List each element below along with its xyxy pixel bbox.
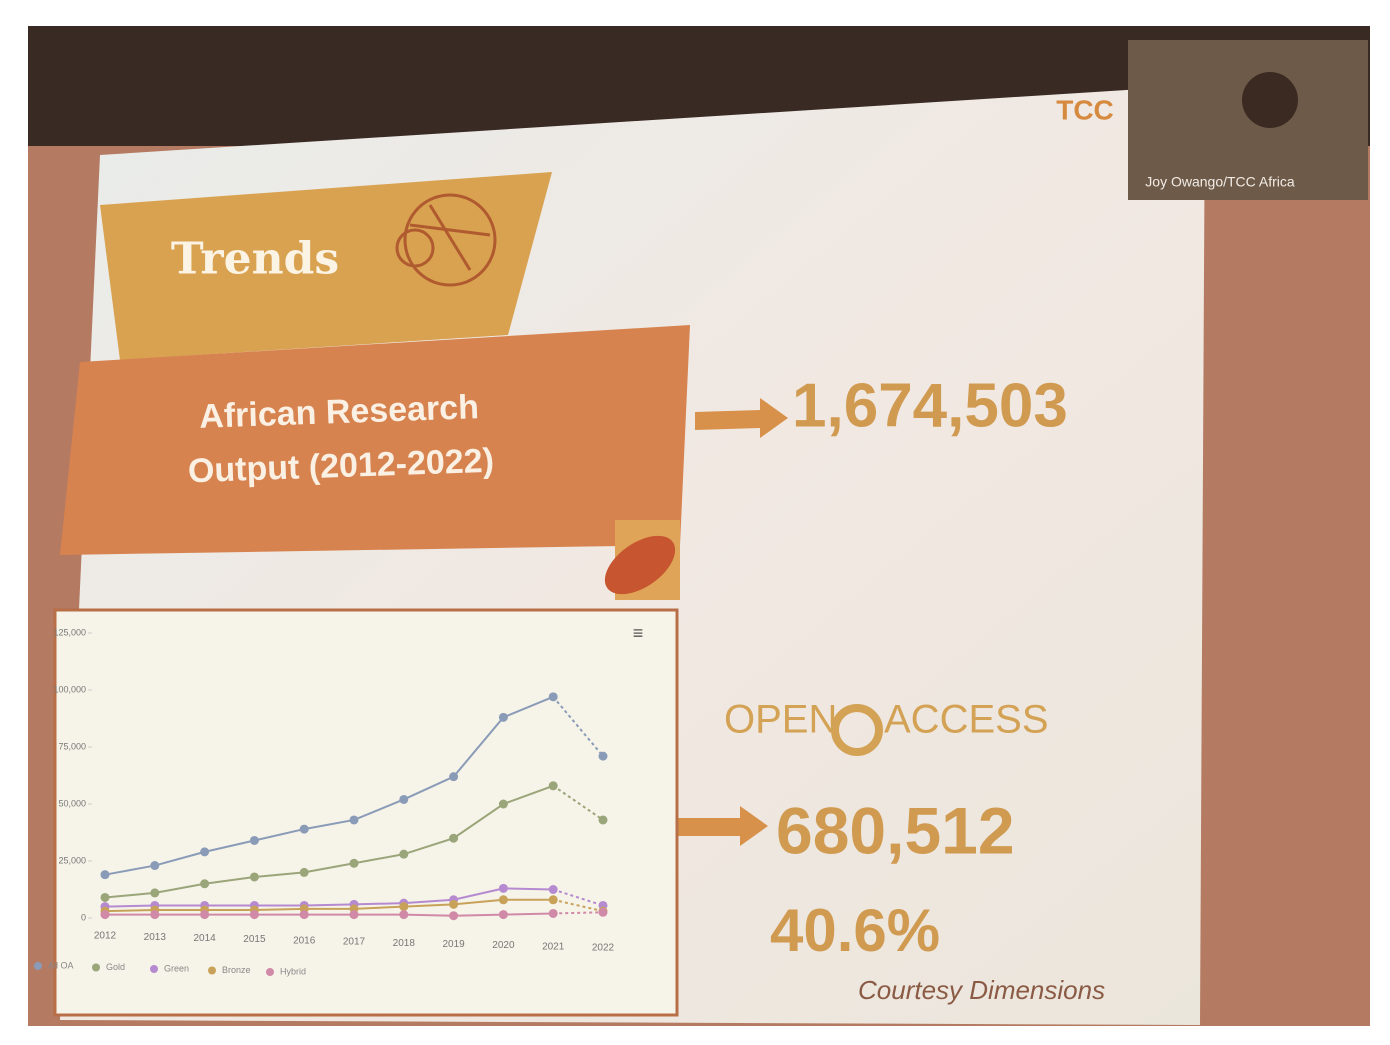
oa-total: 680,512 <box>776 793 1015 867</box>
y-tick-label: 100,000 <box>53 684 86 694</box>
photo: Trends African Research Output (2012-202… <box>0 0 1390 1045</box>
x-tick-label: 2014 <box>193 933 216 944</box>
x-tick-label: 2017 <box>343 937 366 948</box>
x-tick-label: 2018 <box>393 938 416 949</box>
x-tick-label: 2012 <box>94 931 117 942</box>
legend-label: Gold <box>106 962 125 972</box>
series-line <box>553 912 603 913</box>
heading: Trends <box>171 234 339 285</box>
point <box>300 868 309 877</box>
point <box>200 847 209 856</box>
point <box>101 910 110 919</box>
legend-label: Green <box>164 963 189 973</box>
x-tick-label: 2020 <box>492 940 515 951</box>
y-tick-label: 0 <box>81 912 86 922</box>
point <box>599 752 608 761</box>
box-title: African Research Output (2012-2022) <box>160 385 520 495</box>
point <box>549 781 558 790</box>
menu-icon: ≡ <box>633 623 644 643</box>
point <box>250 872 259 881</box>
oa-share: 40.6% <box>770 897 940 964</box>
y-tick-label: 75,000 <box>58 741 86 751</box>
point <box>200 910 209 919</box>
oa-logo-left: OPEN <box>724 698 837 742</box>
x-tick-label: 2022 <box>592 943 615 954</box>
point <box>449 834 458 843</box>
point <box>399 902 408 911</box>
total: 1,674,503 <box>792 371 1068 440</box>
chart-panel <box>55 610 677 1015</box>
point <box>150 861 159 870</box>
speaker-name: Joy Owango/TCC Africa <box>1145 174 1295 190</box>
logo: TCC <box>1056 94 1114 125</box>
point <box>499 884 508 893</box>
point <box>399 850 408 859</box>
point <box>250 910 259 919</box>
point <box>150 888 159 897</box>
point <box>350 859 359 868</box>
title-box-text-holder: African Research Output (2012-2022) <box>160 385 520 495</box>
point <box>300 825 309 834</box>
speaker-figure <box>1242 72 1298 128</box>
point <box>101 893 110 902</box>
point <box>499 713 508 722</box>
point <box>250 836 259 845</box>
legend-label: Bronze <box>222 965 251 975</box>
point <box>499 895 508 904</box>
point <box>150 910 159 919</box>
credit: Courtesy Dimensions <box>858 975 1105 1005</box>
legend-swatch <box>266 968 274 976</box>
point <box>449 900 458 909</box>
point <box>599 908 608 917</box>
point <box>200 879 209 888</box>
point <box>549 885 558 894</box>
x-tick-label: 2019 <box>442 939 465 950</box>
point <box>549 692 558 701</box>
x-tick-label: 2013 <box>144 932 167 943</box>
y-tick-label: 125,000 <box>53 627 86 637</box>
point <box>499 800 508 809</box>
x-tick-label: 2021 <box>542 941 565 952</box>
point <box>449 911 458 920</box>
point <box>300 910 309 919</box>
legend-swatch <box>92 964 100 972</box>
point <box>350 815 359 824</box>
point <box>449 772 458 781</box>
point <box>599 815 608 824</box>
x-tick-label: 2016 <box>293 935 316 946</box>
point <box>549 909 558 918</box>
y-tick-label: 50,000 <box>58 798 86 808</box>
point <box>101 870 110 879</box>
legend-label: Hybrid <box>280 966 306 976</box>
legend-swatch <box>208 967 216 975</box>
legend-label: All OA <box>48 960 74 970</box>
point <box>549 895 558 904</box>
point <box>499 910 508 919</box>
point <box>399 910 408 919</box>
point <box>350 910 359 919</box>
x-tick-label: 2015 <box>243 934 266 945</box>
y-tick-label: 25,000 <box>58 855 86 865</box>
legend-swatch <box>34 962 42 970</box>
point <box>399 795 408 804</box>
oa-logo-right: ACCESS <box>884 698 1049 742</box>
legend-swatch <box>150 965 158 973</box>
